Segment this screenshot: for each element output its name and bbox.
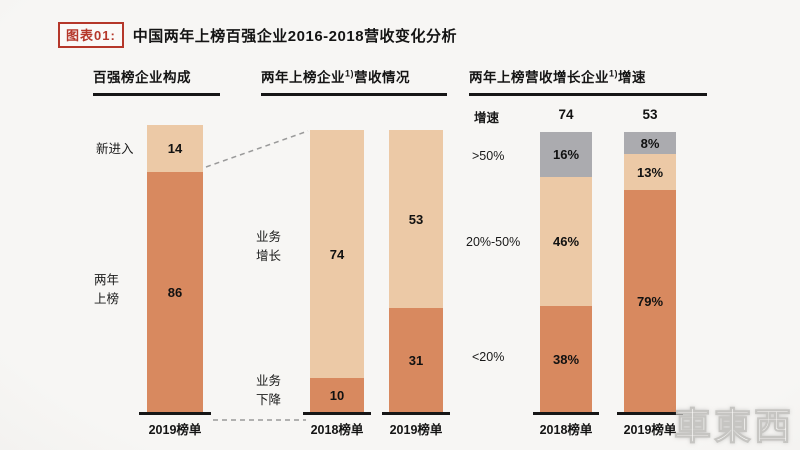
chart2-axis-2018: [303, 412, 371, 415]
chart3-category-2019: 2019榜单: [623, 423, 677, 437]
bar2019-segment-20to50: 13%: [624, 154, 676, 190]
chart3-axis-2019: [617, 412, 683, 415]
section-header-growth-rate: 两年上榜营收增长企业1)增速: [469, 66, 707, 96]
row-label-lt20: <20%: [472, 350, 505, 364]
segment-value: 38%: [552, 351, 580, 367]
segment-value: 31: [408, 352, 424, 368]
bar2019-segment-lt20: 79%: [624, 190, 676, 412]
bar2019-segment-growth: 53: [389, 130, 443, 308]
segment-value: 10: [329, 387, 345, 403]
chart2-category-2019: 2019榜单: [389, 423, 443, 437]
chart2-category-2018: 2018榜单: [310, 423, 364, 437]
segment-value: 8%: [640, 135, 660, 151]
bar2019-segment-decline: 31: [389, 308, 443, 412]
section-header-growth-text2: 增速: [618, 70, 647, 85]
segment-value: 53: [408, 211, 424, 227]
page-title: 中国两年上榜百强企业2016-2018营收变化分析: [132, 27, 458, 45]
title-row: 图表01: 中国两年上榜百强企业2016-2018营收变化分析: [58, 22, 457, 48]
chart3-category-2018: 2018榜单: [539, 423, 593, 437]
section-header-revenue-text2: 营收情况: [354, 70, 411, 85]
footnote-marker: 1): [609, 68, 619, 79]
chart1-category-2019: 2019榜单: [148, 423, 202, 437]
segment-value: 86: [167, 284, 183, 300]
section-header-composition-text: 百强榜企业构成: [93, 70, 191, 85]
segment-value: 13%: [636, 164, 664, 180]
figure-tag: 图表01:: [58, 22, 124, 48]
watermark-logo: 車東西: [674, 406, 794, 448]
bar1-segment-new-entrants: 14: [147, 125, 203, 172]
section-header-revenue-text: 两年上榜企业: [261, 70, 345, 85]
bar2018-segment-20to50: 46%: [540, 177, 592, 306]
label-new-entrants: 新进入: [96, 142, 134, 156]
footnote-marker: 1): [345, 68, 355, 79]
segment-value: 46%: [552, 234, 580, 249]
label-two-year-listed: 两年上榜: [94, 273, 120, 307]
row-label-gt50: >50%: [472, 149, 505, 163]
label-business-decline: 业务下降: [256, 374, 282, 408]
chart1-axis: [139, 412, 211, 415]
bar2018-segment-lt20: 38%: [540, 306, 592, 412]
segment-value: 14: [167, 141, 183, 156]
bar2018-segment-growth: 74: [310, 130, 364, 378]
bar2018-segment-gt50: 16%: [540, 132, 592, 177]
total-2018: 74: [558, 107, 574, 122]
segment-value: 16%: [552, 147, 580, 162]
total-2019: 53: [642, 107, 658, 122]
section-header-revenue: 两年上榜企业1)营收情况: [261, 66, 447, 96]
label-growth-rate: 增速: [474, 111, 500, 125]
chart2-axis-2019: [382, 412, 450, 415]
section-header-composition: 百强榜企业构成: [93, 66, 220, 96]
row-label-20to50: 20%-50%: [466, 235, 521, 249]
bar1-segment-two-year: 86: [147, 172, 203, 412]
label-business-growth: 业务增长: [256, 230, 282, 264]
bar2018-segment-decline: 10: [310, 378, 364, 412]
segment-value: 74: [329, 246, 345, 262]
chart3-axis-2018: [533, 412, 599, 415]
segment-value: 79%: [636, 293, 664, 309]
section-header-growth-text: 两年上榜营收增长企业: [469, 70, 609, 85]
bar2019-segment-gt50: 8%: [624, 132, 676, 154]
